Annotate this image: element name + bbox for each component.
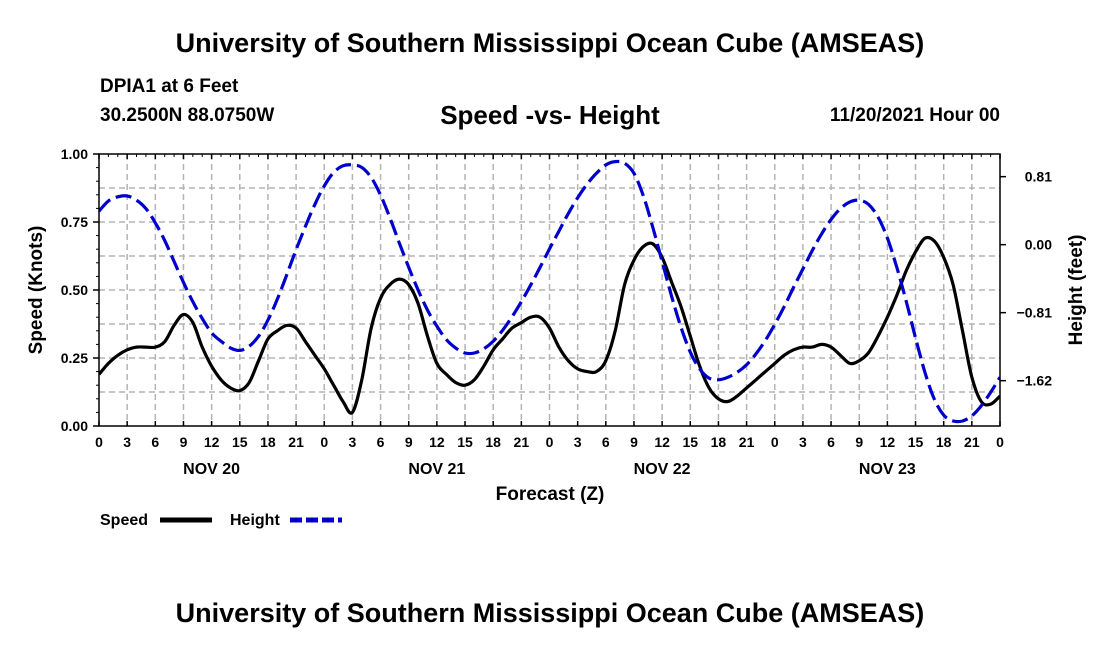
y-tick-label: 1.00 <box>61 146 88 162</box>
station-coords: 30.2500N 88.0750W <box>100 105 275 126</box>
x-day-label: NOV 23 <box>859 461 916 478</box>
legend-height-label: Height <box>230 512 280 529</box>
x-tick-label: 12 <box>880 434 896 450</box>
legend: Speed Height <box>100 512 342 529</box>
grid-lines <box>99 154 1000 426</box>
series-lines <box>99 159 1000 424</box>
x-tick-label: 0 <box>546 434 554 450</box>
y2-tick-label: 0.81 <box>1025 169 1052 185</box>
x-axis-label: Forecast (Z) <box>496 484 605 505</box>
x-tick-label: 3 <box>123 434 131 450</box>
x-tick-label: 9 <box>855 434 863 450</box>
y-tick-label: 0.00 <box>61 418 88 434</box>
x-tick-label: 18 <box>936 434 952 450</box>
x-tick-label: 21 <box>514 434 530 450</box>
x-tick-label: 3 <box>574 434 582 450</box>
axis-labels: Forecast (Z) Speed (Knots) Height (feet) <box>26 226 1087 505</box>
footer-title: University of Southern Mississippi Ocean… <box>175 598 925 628</box>
x-tick-label: 9 <box>180 434 188 450</box>
height-series-line <box>99 159 1000 424</box>
x-tick-label: 6 <box>602 434 610 450</box>
chart-date: 11/20/2021 Hour 00 <box>829 105 1000 126</box>
x-tick-label: 21 <box>964 434 980 450</box>
x-tick-label: 18 <box>485 434 501 450</box>
y-tick-label: 0.50 <box>61 282 88 298</box>
y-tick-label: 0.75 <box>61 214 88 230</box>
x-day-label: NOV 21 <box>408 461 465 478</box>
main-title: University of Southern Mississippi Ocean… <box>175 28 925 58</box>
x-tick-label: 9 <box>405 434 413 450</box>
x-day-label: NOV 22 <box>634 461 691 478</box>
y-axis-label: Speed (Knots) <box>26 226 47 355</box>
x-tick-label: 18 <box>711 434 727 450</box>
x-tick-label: 15 <box>232 434 248 450</box>
plot-frame <box>98 153 1001 427</box>
x-tick-label: 0 <box>996 434 1004 450</box>
legend-speed-label: Speed <box>100 512 148 529</box>
x-tick-label: 15 <box>682 434 698 450</box>
x-tick-label: 12 <box>429 434 445 450</box>
x-day-label: NOV 20 <box>183 461 240 478</box>
x-tick-label: 0 <box>95 434 103 450</box>
x-tick-label: 21 <box>739 434 755 450</box>
y2-tick-label: −0.81 <box>1017 305 1053 321</box>
x-tick-label: 12 <box>204 434 220 450</box>
x-tick-label: 3 <box>349 434 357 450</box>
x-tick-label: 15 <box>457 434 473 450</box>
x-tick-label: 3 <box>799 434 807 450</box>
x-tick-label: 0 <box>771 434 779 450</box>
x-tick-label: 6 <box>151 434 159 450</box>
x-tick-label: 21 <box>288 434 304 450</box>
y2-tick-label: −1.62 <box>1017 373 1053 389</box>
x-tick-label: 6 <box>377 434 385 450</box>
x-tick-label: 6 <box>827 434 835 450</box>
station-name: DPIA1 at 6 Feet <box>100 76 239 97</box>
axis-ticks: 0 3 6 9 12 15 18 21 0 3 6 9 12 15 18 21 0 3 6 9 12 15 18 21 0 3 6 9… <box>61 146 1052 478</box>
chart-title: Speed -vs- Height <box>440 100 660 130</box>
y2-axis-label: Height (feet) <box>1066 235 1087 346</box>
speed-series-line <box>99 235 1000 415</box>
x-tick-label: 12 <box>654 434 670 450</box>
x-tick-label: 9 <box>630 434 638 450</box>
x-tick-label: 0 <box>320 434 328 450</box>
x-tick-label: 15 <box>908 434 924 450</box>
y2-tick-label: 0.00 <box>1025 237 1052 253</box>
y-tick-label: 0.25 <box>61 350 88 366</box>
x-tick-label: 18 <box>260 434 276 450</box>
